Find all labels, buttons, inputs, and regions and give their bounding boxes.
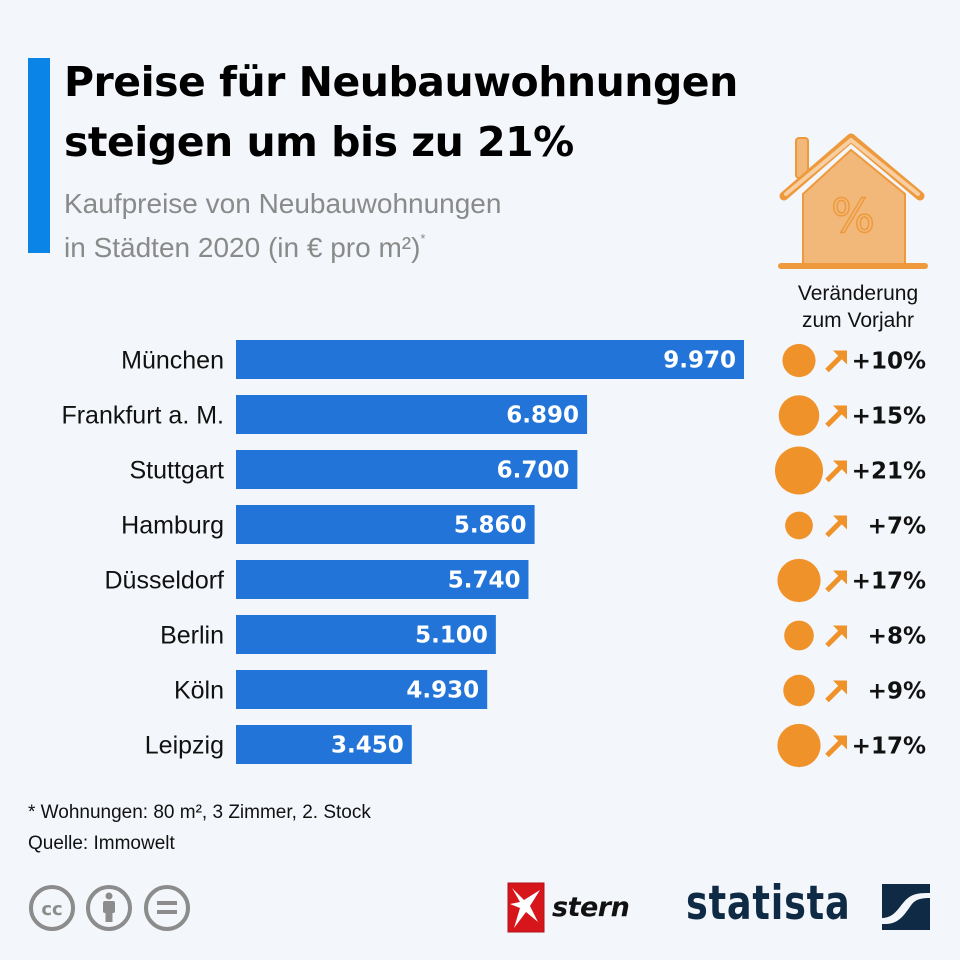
house-roof-highlight — [784, 138, 920, 196]
category-label: Hamburg — [121, 512, 224, 540]
arrow-head — [833, 405, 847, 420]
stern-wordmark: stern — [552, 892, 629, 923]
arrow-head — [833, 570, 847, 585]
arrow-up-right-icon — [825, 463, 844, 483]
bar[interactable] — [236, 615, 496, 654]
change-bubble — [778, 395, 820, 436]
arrow-head — [833, 460, 847, 475]
legend-label-line-2: zum Vorjahr — [801, 309, 915, 332]
arrow-up-right-icon — [825, 518, 844, 538]
chart-title: Preise für Neubauwohnungen steigen um bi… — [64, 52, 764, 172]
category-label: Düsseldorf — [105, 567, 225, 595]
category-label: Stuttgart — [130, 457, 225, 485]
house-roof — [779, 133, 925, 201]
house-body — [802, 148, 906, 265]
change-percent-label: +7% — [868, 514, 926, 540]
change-legend-label: Veränderung zum Vorjahr — [768, 280, 948, 334]
bar[interactable] — [236, 670, 488, 709]
bar[interactable] — [236, 395, 588, 434]
change-bubble — [777, 723, 821, 768]
arrow-head — [833, 680, 847, 695]
change-percent-label: +8% — [868, 624, 926, 650]
arrow-up-right-icon — [825, 408, 844, 428]
arrow-head — [833, 350, 847, 365]
arrow-head — [833, 735, 847, 750]
arrow-up-right-icon — [825, 683, 844, 703]
category-label: Frankfurt a. M. — [61, 402, 224, 430]
category-label: Berlin — [160, 622, 224, 650]
svg-text:cc: cc — [41, 899, 62, 920]
title-accent-bar — [28, 58, 50, 253]
bar-value-label: 5.860 — [454, 513, 527, 539]
arrow-up-right-icon — [825, 573, 844, 593]
statista-logo[interactable]: statista — [686, 876, 936, 936]
house-percent-sign: % — [831, 189, 875, 243]
subtitle-line-1: Kaufpreise von Neubauwohnungen — [64, 188, 502, 219]
footer-notes: * Wohnungen: 80 m², 3 Zimmer, 2. Stock Q… — [28, 797, 371, 859]
bar[interactable] — [236, 450, 578, 489]
change-percent-label: +10% — [852, 349, 926, 375]
change-percent-label: +17% — [852, 569, 926, 595]
subtitle-line-2: in Städten 2020 (in € pro m²)* — [64, 221, 624, 265]
arrow-up-right-icon — [825, 353, 844, 373]
arrow-up-right-icon — [825, 628, 844, 648]
subtitle-footnote-marker: * — [420, 231, 426, 246]
creative-commons-icon[interactable]: cc — [29, 885, 75, 931]
change-bubble — [774, 446, 824, 495]
house-icon-group: % — [778, 133, 928, 269]
change-bubble — [782, 343, 816, 378]
statista-wordmark: statista — [686, 876, 851, 931]
bar-value-label: 4.930 — [406, 678, 479, 704]
license-icons: cc — [29, 885, 190, 931]
title-line-1: Preise für Neubauwohnungen — [64, 58, 738, 106]
source: Quelle: Immowelt — [28, 833, 175, 854]
arrow-head — [833, 625, 847, 640]
change-bubble — [784, 620, 814, 651]
statista-mark-icon — [882, 884, 930, 930]
category-label: Köln — [174, 677, 224, 705]
bar[interactable] — [236, 560, 529, 599]
change-bubble — [777, 558, 821, 603]
attribution-icon[interactable] — [86, 885, 132, 931]
bar-value-label: 6.700 — [497, 458, 570, 484]
footnote: * Wohnungen: 80 m², 3 Zimmer, 2. Stock — [28, 802, 371, 823]
change-percent-label: +17% — [852, 734, 926, 760]
no-derivatives-icon[interactable] — [144, 885, 190, 931]
bar-value-label: 5.740 — [448, 568, 521, 594]
bar[interactable] — [236, 725, 412, 764]
legend-label-line-1: Veränderung — [797, 282, 919, 305]
house-chimney — [795, 137, 809, 179]
arrow-up-right-icon — [825, 738, 844, 758]
chart-subtitle: Kaufpreise von Neubauwohnungen in Städte… — [64, 186, 624, 265]
bar-value-label: 3.450 — [331, 733, 404, 759]
subtitle-line-2-text: in Städten 2020 (in € pro m²) — [64, 232, 421, 263]
change-percent-label: +21% — [852, 459, 926, 485]
bar-value-label: 9.970 — [663, 348, 736, 374]
title-line-2: steigen um bis zu 21% — [64, 118, 574, 166]
bar[interactable] — [236, 340, 744, 379]
bar-value-label: 6.890 — [506, 403, 579, 429]
stern-star-icon — [510, 888, 540, 928]
bar-value-label: 5.100 — [415, 623, 488, 649]
change-bubble — [785, 511, 813, 540]
arrow-head — [833, 515, 847, 530]
change-percent-label: +15% — [852, 404, 926, 430]
bar[interactable] — [236, 505, 535, 544]
change-bubble — [783, 674, 815, 707]
category-label: Leipzig — [145, 732, 224, 760]
stern-logo[interactable]: stern — [506, 882, 646, 936]
category-label: München — [121, 347, 224, 375]
change-percent-label: +9% — [868, 679, 926, 705]
